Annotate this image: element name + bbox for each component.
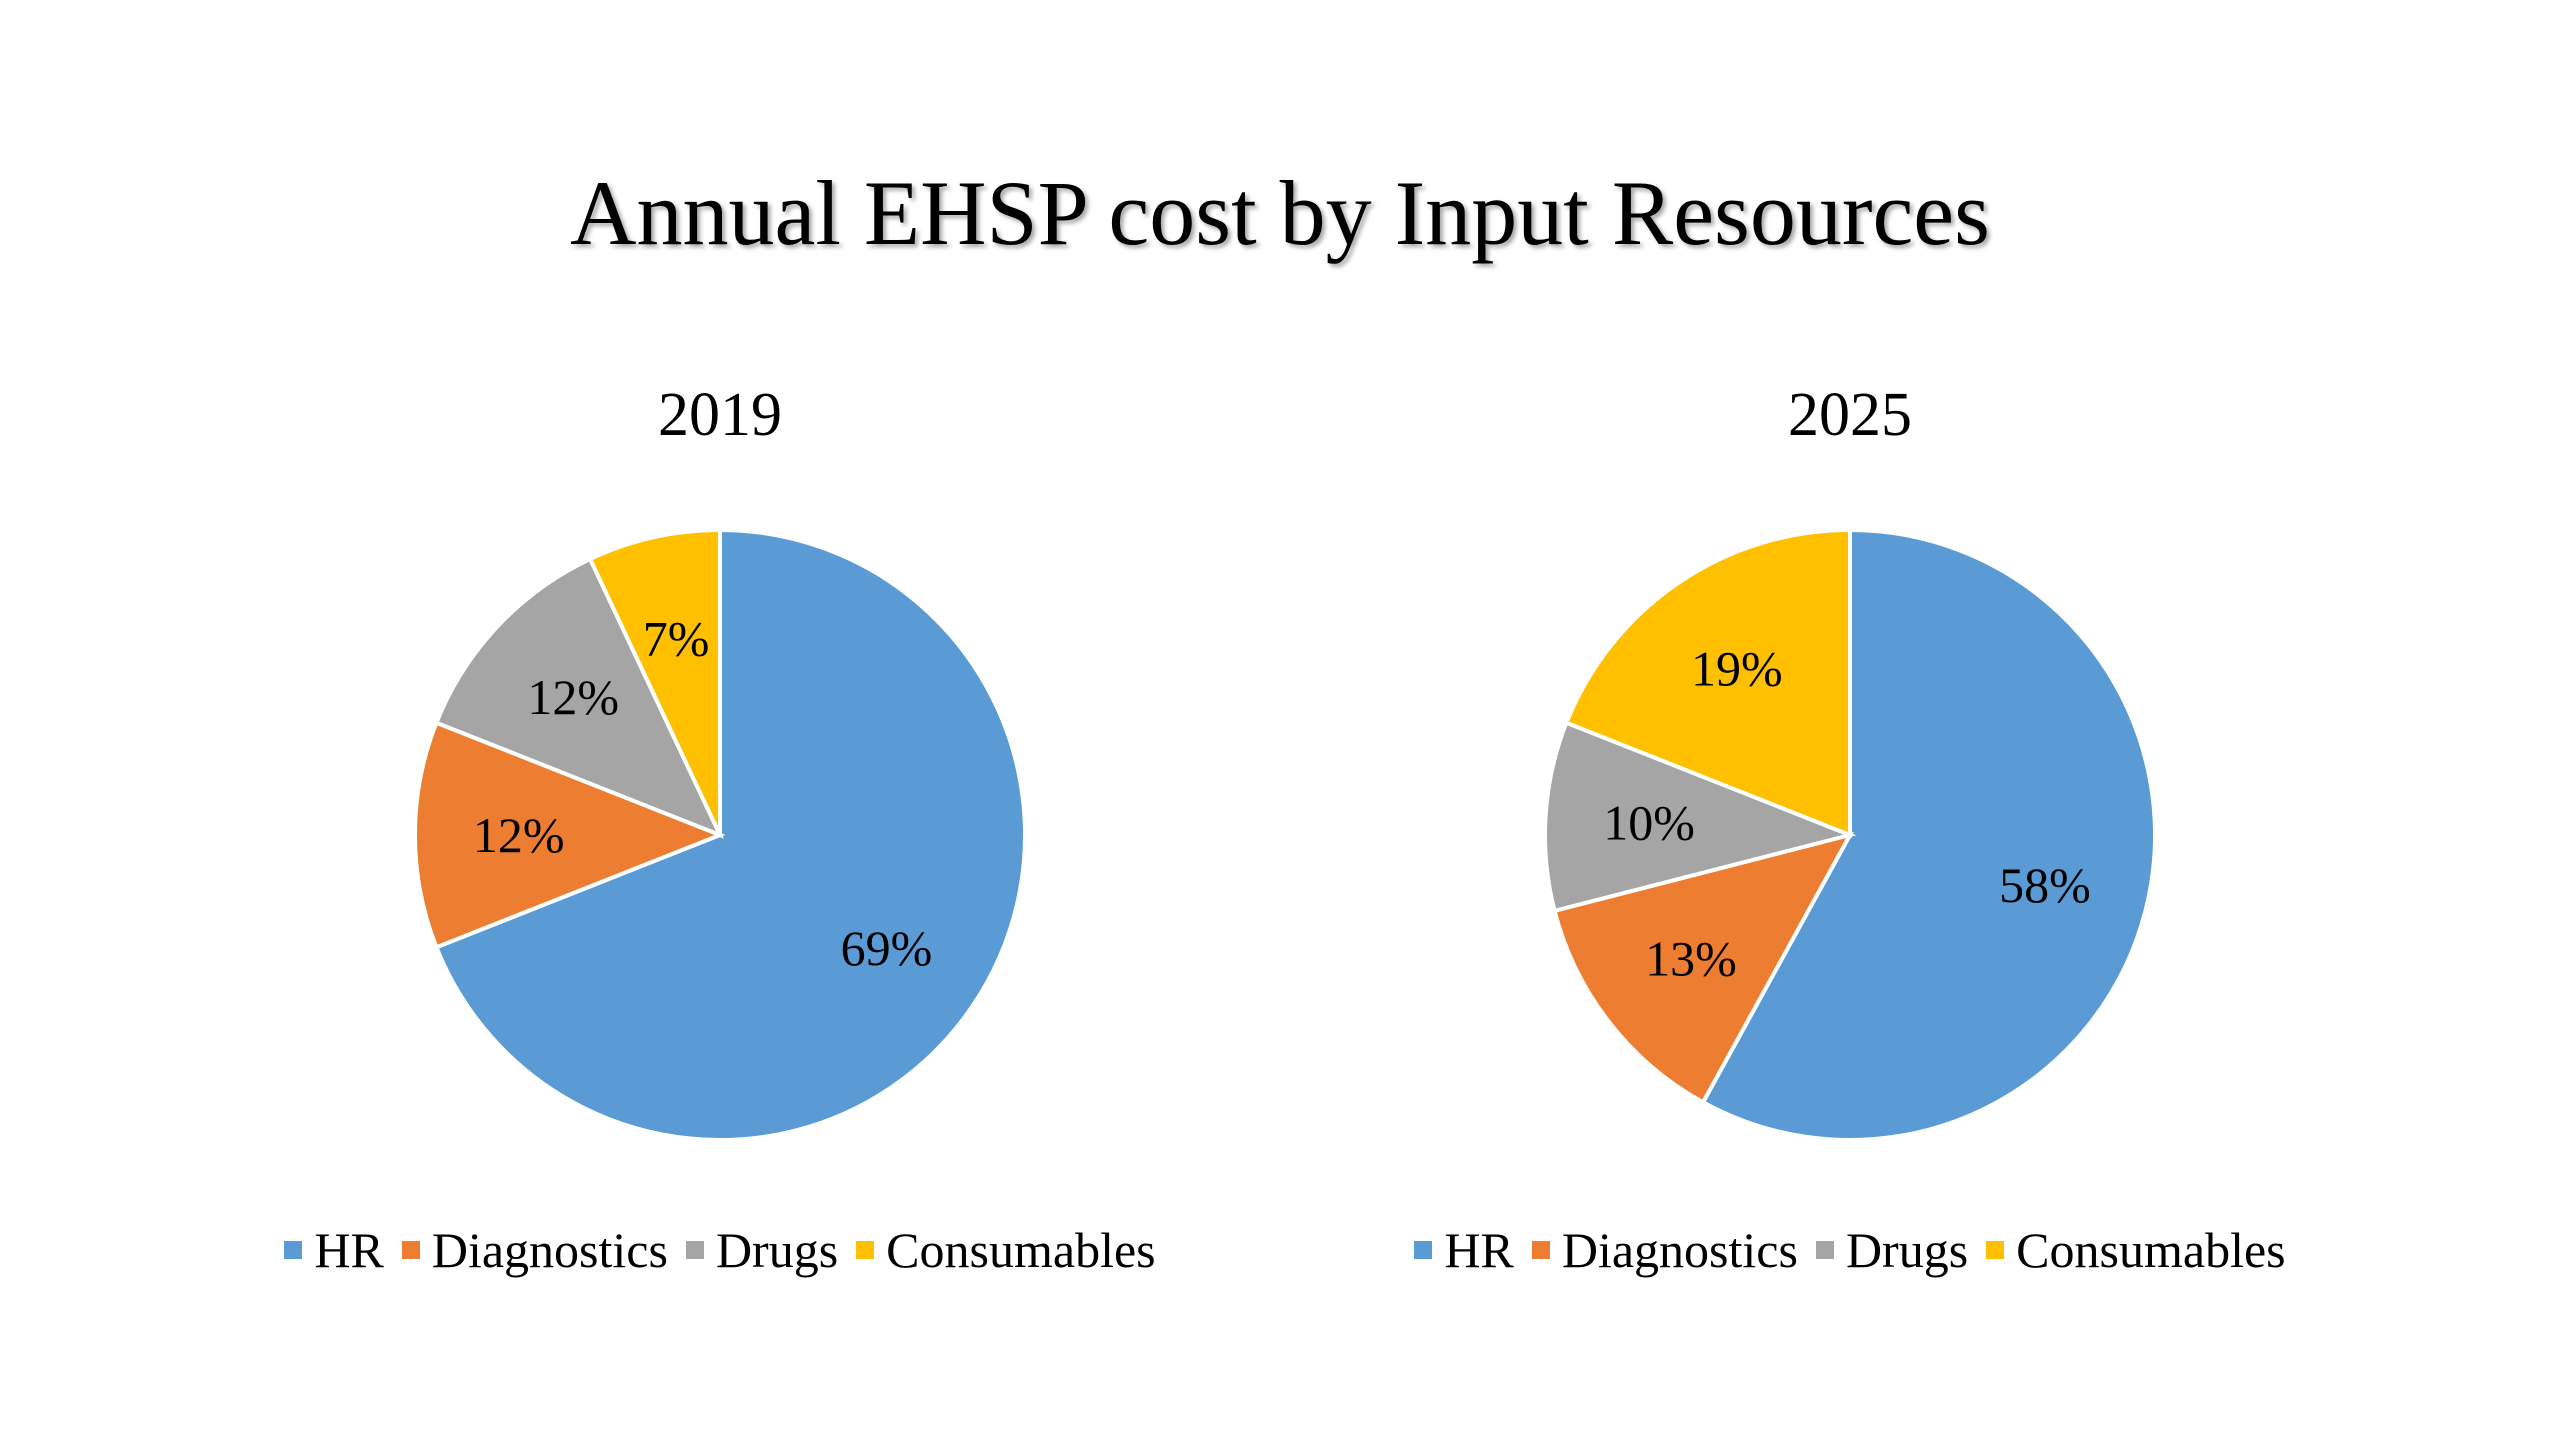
pie-chart-2019: 2019 69% 12% 12% 7% HR Diagnostics Drugs Consu… (120, 360, 1320, 1340)
data-label-consumables: 19% (1691, 641, 1783, 697)
legend-swatch (685, 1241, 704, 1259)
legend-swatch (1414, 1241, 1433, 1259)
legend-item-consumables: Consumables (856, 1220, 1156, 1280)
legend-item-diagnostics: Diagnostics (1531, 1220, 1798, 1280)
legend-item-hr: HR (284, 1220, 384, 1280)
legend-swatch (856, 1241, 875, 1259)
pie-slice-hr (433, 527, 1027, 1142)
pie-slice-hr (1700, 527, 2157, 1142)
legend: HR Diagnostics Drugs Consumables (1250, 1220, 2450, 1280)
data-label-diagnostics: 12% (473, 807, 565, 863)
legend-item-drugs: Drugs (685, 1220, 839, 1280)
pie-slice-diagnostics (413, 720, 726, 950)
data-label-consumables: 7% (643, 611, 710, 667)
data-label-drugs: 10% (1603, 794, 1695, 850)
legend-label: Consumables (886, 1222, 1156, 1278)
legend-label: Diagnostics (1561, 1222, 1798, 1278)
pie-slice-diagnostics (1552, 831, 1854, 1105)
legend-label: Drugs (715, 1222, 839, 1278)
legend-label: Drugs (1845, 1222, 1969, 1278)
legend-label: Consumables (2016, 1222, 2286, 1278)
legend-swatch (284, 1241, 303, 1259)
legend-swatch (401, 1241, 420, 1259)
legend-swatch (1986, 1241, 2005, 1259)
pie-svg: 69% 12% 12% 7% (413, 527, 1027, 1142)
data-label-drugs: 12% (527, 669, 619, 725)
legend-label: HR (314, 1222, 384, 1278)
pie-slice-drugs (1543, 720, 1857, 914)
legend-label: Diagnostics (431, 1222, 668, 1278)
page-title: Annual EHSP cost by Input Resources (570, 162, 1990, 264)
legend-swatch (1531, 1241, 1550, 1259)
pie-svg: 58% 13% 10% 19% (1543, 527, 2157, 1142)
pie-slice-consumables (1563, 527, 1852, 838)
legend: HR Diagnostics Drugs Consumables (120, 1220, 1320, 1280)
legend-label: HR (1444, 1222, 1514, 1278)
legend-swatch (1815, 1241, 1834, 1259)
chart-title: 2019 (658, 381, 782, 449)
legend-item-diagnostics: Diagnostics (401, 1220, 668, 1280)
legend-item-drugs: Drugs (1815, 1220, 1969, 1280)
pie-chart-2025: 2025 58% 13% 10% 19% HR Diagnostics Drugs Cons… (1250, 360, 2450, 1340)
pie-slice-drugs (433, 556, 724, 839)
data-label-diagnostics: 13% (1645, 930, 1737, 986)
data-label-hr: 69% (841, 920, 933, 976)
data-label-hr: 58% (1999, 857, 2091, 913)
pie-slice-consumables (587, 527, 722, 836)
chart-title: 2025 (1788, 381, 1912, 449)
legend-item-consumables: Consumables (1986, 1220, 2286, 1280)
legend-item-hr: HR (1414, 1220, 1514, 1280)
